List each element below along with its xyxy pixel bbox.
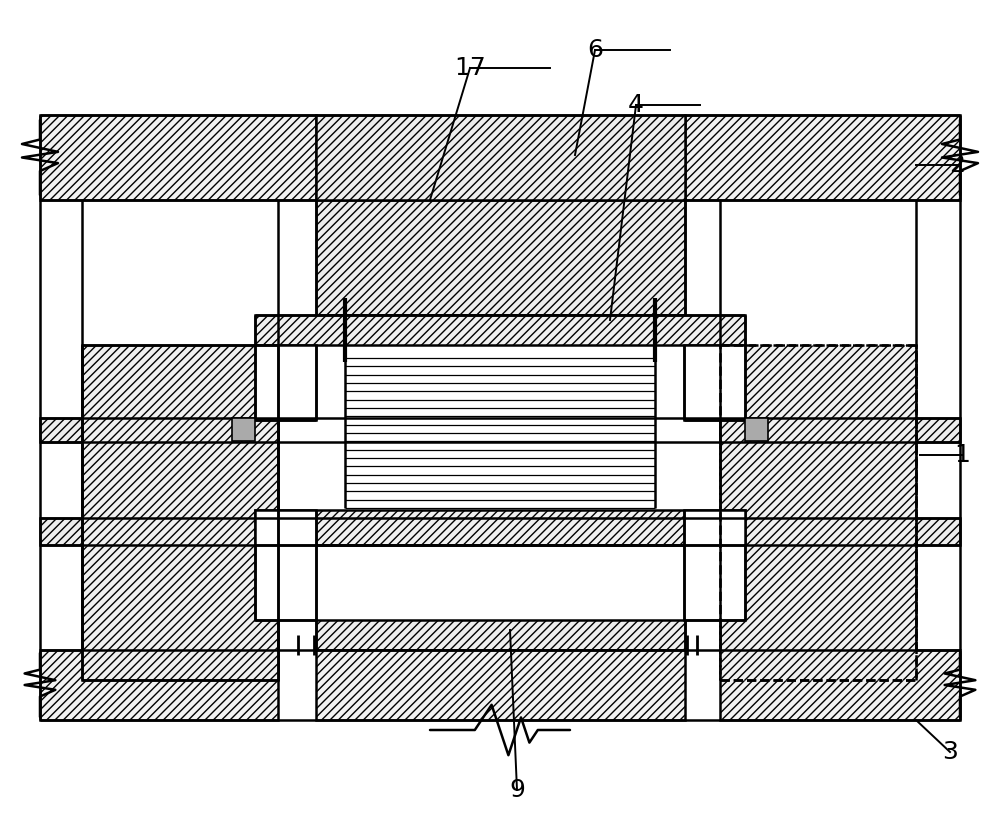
Text: 2: 2 xyxy=(949,153,965,177)
Bar xyxy=(316,620,685,650)
Bar xyxy=(40,418,278,442)
Bar xyxy=(684,510,745,620)
Bar xyxy=(40,115,316,200)
Bar xyxy=(745,419,768,441)
Bar xyxy=(255,315,745,345)
Text: 1: 1 xyxy=(954,443,970,467)
Bar xyxy=(316,200,685,315)
Text: 4: 4 xyxy=(628,93,644,117)
Bar xyxy=(316,115,685,200)
Bar xyxy=(255,510,745,545)
Text: 9: 9 xyxy=(509,778,525,802)
Bar xyxy=(255,345,316,420)
Bar xyxy=(40,518,278,545)
Bar xyxy=(720,650,960,720)
Bar xyxy=(82,345,278,680)
Bar xyxy=(684,345,745,420)
Bar xyxy=(316,650,685,720)
Bar xyxy=(685,115,960,200)
Text: 6: 6 xyxy=(587,38,603,62)
Bar xyxy=(720,345,916,680)
Text: 3: 3 xyxy=(942,740,958,764)
Bar xyxy=(255,510,316,620)
Bar xyxy=(720,518,960,545)
Bar xyxy=(40,650,278,720)
Bar xyxy=(720,418,960,442)
Text: 17: 17 xyxy=(454,56,486,80)
Bar xyxy=(232,419,255,441)
